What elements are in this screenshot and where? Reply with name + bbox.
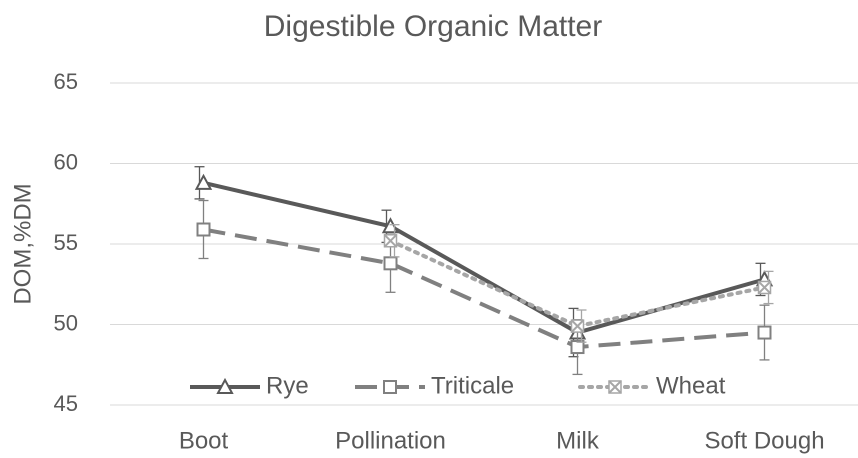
marker-cross xyxy=(570,319,585,333)
marker-cross xyxy=(383,234,398,248)
legend-label: Rye xyxy=(266,372,309,399)
marker xyxy=(383,234,398,248)
marker xyxy=(194,173,213,190)
marker xyxy=(757,325,772,340)
marker-cross xyxy=(608,380,622,394)
y-tick-label: 45 xyxy=(54,391,78,416)
legend-item: Wheat xyxy=(578,372,726,399)
marker xyxy=(757,280,772,295)
marker xyxy=(196,222,211,237)
y-tick-label: 55 xyxy=(54,230,78,255)
marker xyxy=(216,377,234,394)
marker xyxy=(570,340,585,355)
x-tick-label: Boot xyxy=(179,427,229,454)
marker xyxy=(570,319,585,333)
y-tick-label: 50 xyxy=(54,310,78,335)
x-tick-label: Pollination xyxy=(335,427,446,454)
legend-label: Wheat xyxy=(656,372,726,399)
legend-item: Triticale xyxy=(355,372,514,399)
series-line xyxy=(203,180,766,335)
legend-item: Rye xyxy=(190,372,309,399)
x-tick-label: Soft Dough xyxy=(704,427,824,454)
series-line xyxy=(388,238,767,329)
y-tick-label: 60 xyxy=(54,149,78,174)
y-axis-label: DOM,%DM xyxy=(9,183,36,304)
marker-cross xyxy=(757,280,772,295)
y-tick-label: 65 xyxy=(54,69,78,94)
x-tick-label: Milk xyxy=(556,427,600,454)
chart-title: Digestible Organic Matter xyxy=(264,10,602,43)
legend-label: Triticale xyxy=(431,372,514,399)
marker xyxy=(383,380,397,394)
marker xyxy=(383,256,398,271)
series-line xyxy=(203,227,765,350)
marker xyxy=(608,380,622,394)
